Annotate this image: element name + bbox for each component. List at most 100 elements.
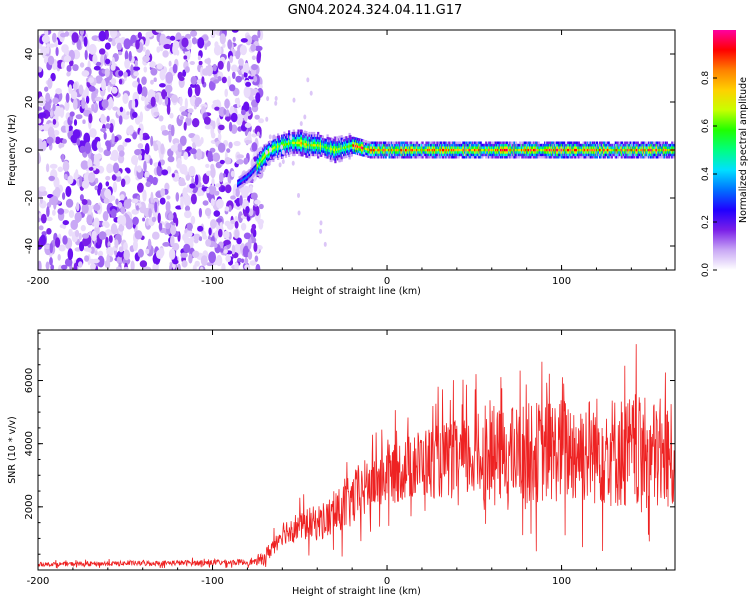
noise-cell	[119, 106, 124, 113]
signal-cell	[374, 141, 377, 145]
signal-cell	[408, 141, 411, 145]
signal-cell	[549, 141, 552, 145]
noise-cell	[47, 55, 55, 66]
noise-cell	[202, 230, 207, 240]
noise-cell	[141, 86, 148, 98]
noise-cell	[61, 44, 69, 53]
noise-cell	[38, 152, 41, 164]
noise-cell	[172, 63, 178, 74]
signal-cell	[274, 155, 277, 159]
signal-cell	[467, 155, 470, 159]
noise-cell	[199, 191, 205, 196]
noise-cell	[153, 77, 157, 82]
signal-cell	[584, 155, 587, 159]
noise-cell	[232, 36, 236, 42]
noise-cell	[81, 199, 88, 205]
noise-cell	[93, 65, 101, 71]
signal-cell	[576, 155, 579, 159]
noise-cell	[150, 135, 154, 147]
signal-cell	[540, 155, 543, 159]
noise-cell	[81, 203, 89, 214]
noise-cell	[126, 111, 130, 116]
noise-cell	[188, 253, 193, 264]
signal-cell	[241, 183, 244, 187]
signal-cell	[497, 141, 500, 145]
noise-cell	[254, 125, 262, 137]
noise-cell	[59, 224, 66, 229]
noise-cell	[72, 64, 79, 72]
signal-cell	[277, 133, 280, 136]
signal-cell	[379, 141, 382, 145]
signal-cell	[513, 141, 516, 145]
noise-cell	[215, 254, 223, 267]
signal-cell	[317, 153, 320, 157]
noise-cell	[231, 30, 239, 33]
noise-cell	[210, 219, 217, 229]
noise-cell	[38, 106, 43, 111]
noise-cell	[44, 86, 49, 92]
signal-cell	[328, 137, 331, 140]
noise-cell	[183, 151, 189, 160]
signal-cell	[425, 141, 428, 145]
noise-cell	[255, 92, 261, 104]
noise-cell	[190, 76, 197, 85]
noise-cell	[78, 232, 82, 241]
signal-cell	[658, 155, 661, 159]
signal-cell	[376, 141, 379, 145]
signal-cell	[457, 141, 460, 145]
noise-cell	[226, 60, 231, 72]
noise-cell	[238, 211, 243, 224]
noise-cell	[248, 106, 252, 115]
noise-cell	[126, 168, 131, 174]
noise-cell	[227, 75, 231, 88]
noise-cell	[152, 176, 158, 186]
signal-cell	[384, 155, 387, 159]
signal-cell	[292, 129, 295, 133]
noise-cell	[219, 172, 224, 183]
noise-cell	[107, 84, 111, 93]
noise-cell	[239, 195, 243, 206]
signal-cell	[551, 141, 554, 145]
noise-cell	[168, 60, 172, 67]
signal-cell	[419, 155, 422, 159]
noise-cell	[38, 124, 44, 131]
signal-cell	[557, 155, 560, 159]
signal-cell	[297, 129, 300, 133]
signal-cell	[628, 155, 631, 159]
noise-cell	[49, 163, 58, 169]
noise-cell	[190, 30, 198, 37]
signal-cell	[350, 153, 353, 157]
signal-cell	[642, 155, 645, 159]
noise-cell	[185, 116, 192, 126]
noise-cell	[58, 143, 63, 149]
noise-cell	[163, 43, 172, 50]
noise-cell	[98, 182, 103, 191]
noise-cell	[156, 165, 161, 173]
noise-cell	[137, 32, 142, 39]
noise-cell	[102, 221, 106, 227]
noise-cell	[199, 266, 204, 270]
noise-cell	[183, 169, 188, 176]
signal-cell	[562, 141, 566, 145]
noise-cell	[122, 114, 130, 120]
signal-cell	[607, 155, 610, 159]
noise-cell	[139, 129, 143, 142]
noise-cell	[169, 35, 176, 41]
noise-cell	[122, 93, 129, 104]
noise-cell	[156, 63, 163, 70]
noise-cell	[52, 32, 57, 43]
noise-cell	[189, 61, 195, 65]
noise-cell	[239, 44, 247, 56]
noise-cell	[65, 198, 74, 208]
signal-cell	[621, 141, 624, 145]
noise-cell	[165, 222, 171, 230]
noise-cell	[250, 44, 257, 52]
signal-cell	[345, 155, 348, 158]
noise-cell	[166, 104, 171, 115]
signal-cell	[436, 141, 439, 145]
signal-cell	[511, 143, 514, 147]
signal-cell	[273, 156, 276, 159]
noise-cell	[123, 266, 129, 270]
noise-cell	[132, 209, 137, 215]
noise-cell	[245, 81, 252, 87]
